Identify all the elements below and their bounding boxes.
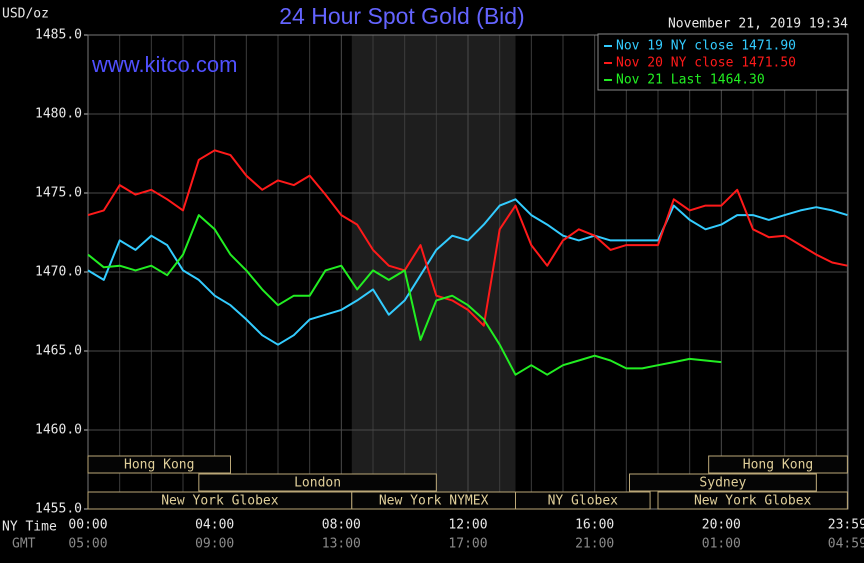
session-bar [657,491,848,510]
x-tick-label: 12:00 [448,518,487,533]
session-bar [87,455,231,474]
x2-tick-label: 04:59 [828,537,864,552]
series-line [87,214,722,376]
session-bar [198,473,437,492]
session-label: New York Globex [161,494,279,509]
x-tick-label: 20:00 [702,518,741,533]
legend-label: Nov 20 NY close 1471.50 [616,56,796,71]
x-tick-label: 23:59 [828,518,864,533]
x-tick-label: 00:00 [68,518,107,533]
legend-label: Nov 19 NY close 1471.90 [616,39,796,54]
y-tick-label: 1465.0 [35,344,82,359]
session-bar [708,455,848,474]
y-axis-label: USD/oz [2,7,49,22]
session-bar [515,491,651,510]
x-tick-label: 08:00 [322,518,361,533]
session-label: New York Globex [694,494,812,509]
session-label: Hong Kong [743,458,813,473]
x2-tick-label: 17:00 [448,537,487,552]
x-tick-label: 04:00 [195,518,234,533]
session-label: Sydney [699,476,746,491]
series-line [87,198,848,346]
y-tick-label: 1485.0 [35,28,82,43]
series-line [87,149,848,327]
x-axis-label: NY Time [2,520,57,535]
x2-tick-label: 05:00 [68,537,107,552]
session-label: NY Globex [548,494,619,509]
x2-tick-label: 01:00 [702,537,741,552]
y-tick-label: 1460.0 [35,423,82,438]
legend-label: Nov 21 Last 1464.30 [616,73,765,88]
y-tick-label: 1470.0 [35,265,82,280]
x-tick-label: 16:00 [575,518,614,533]
session-label: London [294,476,341,491]
legend: Nov 19 NY close 1471.90 Nov 20 NY close 1… [597,33,849,91]
x2-tick-label: 13:00 [322,537,361,552]
y-tick-label: 1480.0 [35,107,82,122]
session-label: Hong Kong [124,458,194,473]
chart-title: 24 Hour Spot Gold (Bid) [279,3,524,29]
session-bar [629,473,817,492]
x2-tick-label: 09:00 [195,537,234,552]
watermark: www.kitco.com [91,52,237,77]
y-tick-label: 1455.0 [35,502,82,517]
x2-axis-label: GMT [12,537,36,552]
legend-box [597,33,849,91]
session-label: New York NYMEX [379,494,489,509]
y-tick-label: 1475.0 [35,186,82,201]
x2-tick-label: 21:00 [575,537,614,552]
timestamp: November 21, 2019 19:34 [668,17,848,32]
